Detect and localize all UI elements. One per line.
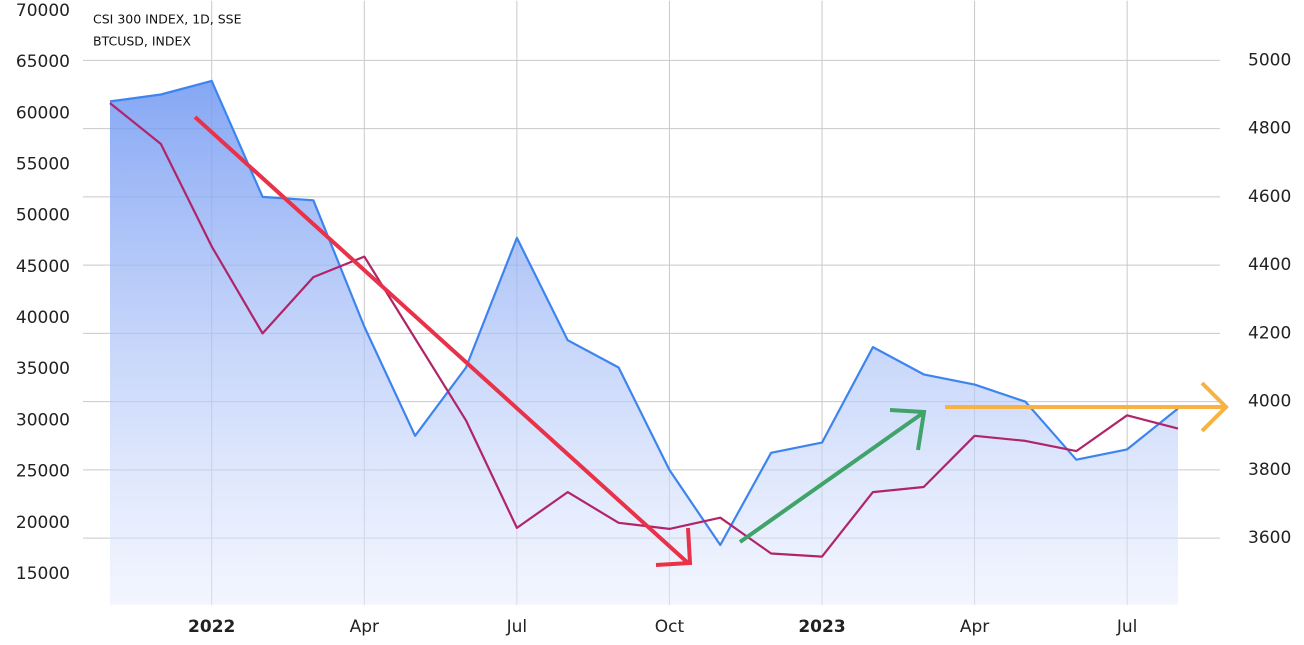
x-tick-label: Jul [1116, 617, 1138, 637]
y-tick-label: 65000 [16, 52, 70, 72]
y-tick-label: 40000 [16, 308, 70, 328]
y-tick-label: 50000 [16, 206, 70, 226]
legend-entry: BTCUSD, INDEX [93, 34, 191, 49]
y-tick-label: 30000 [16, 410, 70, 430]
y-tick-label: 70000 [16, 1, 70, 21]
trend-arrow [193, 115, 690, 565]
x-tick-label: Oct [655, 617, 685, 637]
annotations [193, 115, 1229, 567]
y-tick-label: 45000 [16, 257, 70, 277]
y2-tick-label: 4000 [1248, 392, 1291, 412]
y2-tick-label: 4400 [1248, 255, 1291, 275]
x-tick-label: Apr [350, 617, 379, 637]
y-tick-label: 25000 [16, 462, 70, 482]
y-tick-label: 60000 [16, 103, 70, 123]
y2-tick-label: 4800 [1248, 119, 1291, 139]
legend-entry: CSI 300 INDEX, 1D, SSE [93, 12, 242, 27]
y2-tick-label: 3600 [1248, 528, 1291, 548]
x-tick-label: 2023 [798, 617, 845, 637]
x-tick-label: Jul [506, 617, 528, 637]
trend-arrow [738, 411, 925, 544]
y2-tick-label: 4200 [1248, 323, 1291, 343]
arrow-head [889, 408, 927, 451]
arrow-head [1200, 381, 1229, 433]
y2-tick-label: 3800 [1248, 460, 1291, 480]
x-tick-label: 2022 [188, 617, 235, 637]
arrow-head [655, 527, 693, 567]
y2-tick-label: 4600 [1248, 187, 1291, 207]
x-tick-label: Apr [960, 617, 989, 637]
y-tick-label: 55000 [16, 154, 70, 174]
y-tick-label: 15000 [16, 564, 70, 584]
y2-tick-label: 5000 [1248, 50, 1291, 70]
y-tick-label: 20000 [16, 513, 70, 533]
y-tick-label: 35000 [16, 359, 70, 379]
series-area [110, 80, 1178, 605]
